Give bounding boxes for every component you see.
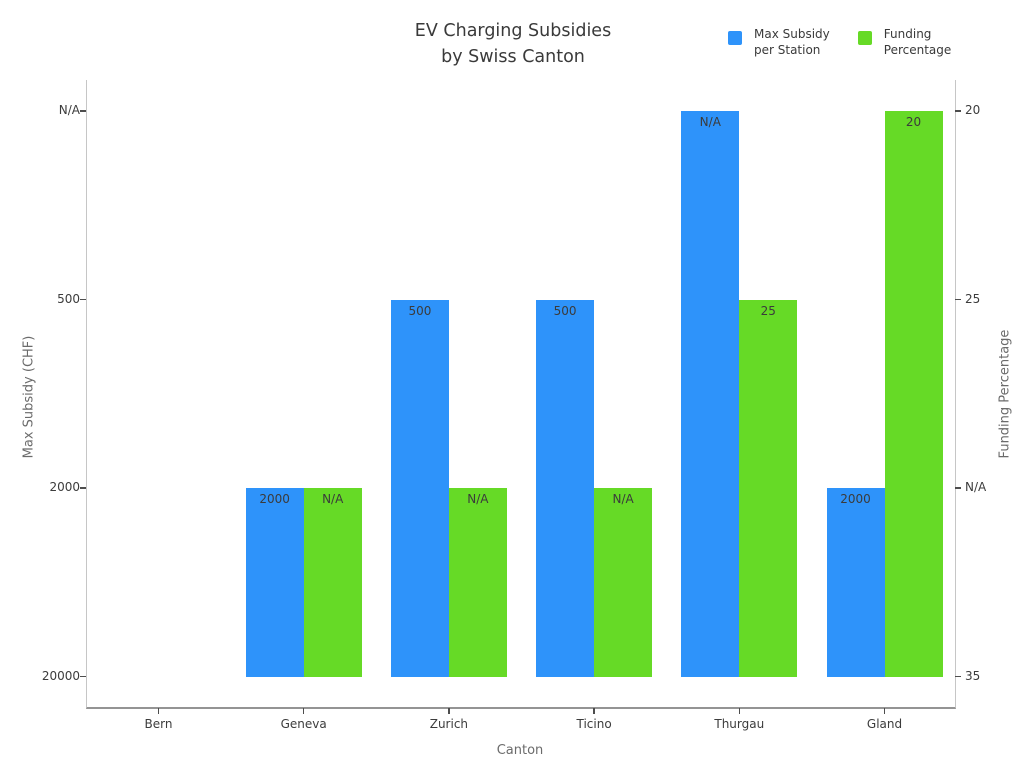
y-right-tick-label: 20 — [965, 103, 981, 117]
x-tick-mark — [593, 708, 595, 714]
y-right-tick-mark — [955, 110, 961, 112]
right-axis-title: Funding Percentage — [997, 329, 1013, 459]
bar-thurgau-max-subsidy-per-station — [681, 111, 740, 677]
left-axis-title: Max Subsidy (CHF) — [21, 335, 37, 459]
bar-geneva-funding-percentage — [303, 488, 362, 677]
plot-area — [86, 80, 956, 709]
y-left-tick-mark — [80, 110, 86, 112]
x-tick-label: Geneva — [280, 717, 327, 731]
x-tick-mark — [157, 708, 160, 714]
y-left-tick-mark — [80, 298, 86, 301]
bar-geneva-max-subsidy-per-station — [245, 488, 304, 677]
legend-label-line: per Station — [754, 43, 821, 57]
bar-zurich-funding-percentage — [448, 488, 507, 677]
bar-gland-funding-percentage — [884, 111, 943, 677]
x-tick-label: Zurich — [429, 717, 469, 731]
x-tick-label: Thurgau — [714, 717, 765, 731]
bar-gland-max-subsidy-per-station — [826, 488, 885, 677]
chart-title-line2: by Swiss Canton — [441, 47, 585, 67]
x-tick-label: Ticino — [576, 717, 612, 731]
bar-zurich-max-subsidy-per-station — [390, 299, 449, 677]
legend-label-max-subsidy: Max Subsidy per Station — [754, 26, 830, 58]
legend-item-funding-percentage[interactable]: Funding Percentage — [857, 26, 952, 58]
y-left-tick-mark — [80, 487, 86, 489]
legend-item-max-subsidy[interactable]: Max Subsidy per Station — [728, 26, 830, 58]
chart-title-line1: EV Charging Subsidies — [414, 21, 612, 41]
legend-label-line: Max Subsidy — [754, 27, 830, 41]
y-left-tick-label: 20000 — [41, 668, 80, 683]
y-left-tick-mark — [80, 675, 86, 678]
legend-label-funding-percentage: Funding Percentage — [884, 26, 952, 58]
legend-label-line: Funding — [883, 27, 932, 41]
y-right-tick-mark — [955, 675, 961, 678]
x-axis-title: Canton — [496, 743, 544, 758]
y-right-tick-mark — [955, 298, 961, 301]
x-tick-label: Gland — [866, 717, 903, 731]
y-left-tick-label: 2000 — [49, 480, 80, 494]
legend-label-line: Percentage — [883, 43, 952, 57]
x-tick-label: Bern — [144, 717, 173, 731]
y-right-tick-label: 35 — [965, 668, 981, 683]
bar-thurgau-funding-percentage — [739, 299, 798, 677]
x-tick-mark — [738, 708, 741, 714]
y-right-tick-label: N/A — [965, 480, 987, 494]
x-tick-mark — [448, 708, 450, 714]
x-tick-mark — [883, 708, 886, 714]
y-right-tick-label: 25 — [965, 291, 981, 306]
legend-swatch-funding-percentage-icon — [857, 31, 872, 45]
legend: Max Subsidy per Station Funding Percenta… — [728, 26, 951, 58]
bar-ticino-max-subsidy-per-station — [536, 299, 595, 677]
legend-swatch-max-subsidy-icon — [728, 31, 742, 45]
chart-title: EV Charging Subsidies by Swiss Canton — [415, 18, 611, 70]
bar-ticino-funding-percentage — [594, 488, 653, 677]
y-left-tick-label: N/A — [58, 103, 80, 117]
y-right-tick-mark — [955, 487, 961, 489]
y-left-tick-label: 500 — [57, 291, 80, 306]
x-tick-mark — [302, 708, 305, 714]
